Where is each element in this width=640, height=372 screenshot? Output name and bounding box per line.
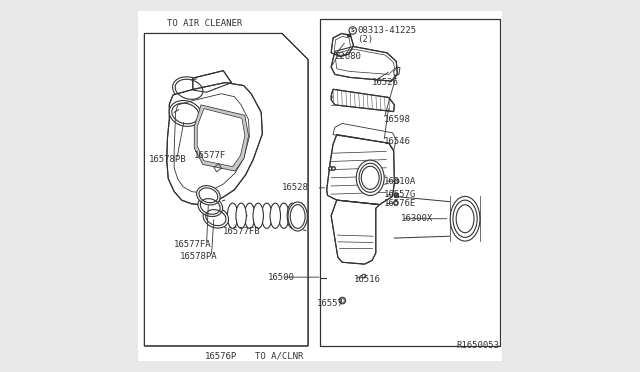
- Text: 16516: 16516: [353, 275, 380, 283]
- Text: 22680: 22680: [334, 52, 361, 61]
- Ellipse shape: [173, 77, 205, 102]
- Ellipse shape: [203, 207, 228, 228]
- Polygon shape: [320, 19, 500, 346]
- Ellipse shape: [196, 186, 220, 205]
- Polygon shape: [331, 89, 394, 112]
- Text: 16577F: 16577F: [193, 151, 226, 160]
- Circle shape: [349, 27, 356, 34]
- Polygon shape: [331, 200, 380, 264]
- Text: R1650053: R1650053: [456, 341, 499, 350]
- Ellipse shape: [356, 160, 384, 195]
- Text: 16557: 16557: [317, 299, 344, 308]
- Circle shape: [394, 201, 398, 205]
- Text: TO A/CLNR: TO A/CLNR: [255, 352, 303, 360]
- Text: 08313-41225: 08313-41225: [357, 26, 417, 35]
- Text: TO AIR CLEANER: TO AIR CLEANER: [168, 19, 243, 28]
- Circle shape: [394, 179, 399, 183]
- Text: 16578PA: 16578PA: [179, 252, 217, 261]
- Ellipse shape: [296, 203, 306, 228]
- Text: 16300X: 16300X: [401, 214, 433, 223]
- Text: 16576E: 16576E: [384, 199, 416, 208]
- Text: 16577FA: 16577FA: [174, 240, 212, 249]
- Text: 16577FB: 16577FB: [223, 227, 260, 236]
- Ellipse shape: [253, 203, 264, 228]
- Ellipse shape: [236, 203, 246, 228]
- Text: (2): (2): [357, 35, 373, 44]
- Ellipse shape: [287, 203, 298, 228]
- Polygon shape: [195, 105, 248, 171]
- Ellipse shape: [262, 203, 272, 228]
- Polygon shape: [331, 46, 397, 81]
- Ellipse shape: [169, 100, 202, 126]
- Polygon shape: [145, 33, 308, 346]
- Circle shape: [362, 274, 365, 278]
- Polygon shape: [331, 33, 353, 57]
- Ellipse shape: [227, 203, 238, 228]
- Ellipse shape: [278, 203, 289, 228]
- Text: 16310A: 16310A: [384, 177, 416, 186]
- Text: 16546: 16546: [384, 137, 411, 146]
- Text: S: S: [351, 28, 355, 33]
- Ellipse shape: [244, 203, 255, 228]
- Text: 16557G: 16557G: [384, 190, 416, 199]
- Polygon shape: [167, 83, 262, 205]
- Polygon shape: [138, 11, 502, 361]
- Ellipse shape: [198, 196, 223, 217]
- Text: 16578PB: 16578PB: [149, 155, 186, 164]
- Text: 16576P: 16576P: [205, 352, 237, 360]
- Text: 16528: 16528: [282, 183, 309, 192]
- Ellipse shape: [270, 203, 280, 228]
- Text: 16598: 16598: [384, 115, 411, 124]
- Text: 16526: 16526: [372, 78, 399, 87]
- Text: 16500: 16500: [268, 273, 295, 282]
- Circle shape: [339, 297, 346, 304]
- Polygon shape: [326, 135, 394, 205]
- Polygon shape: [197, 109, 245, 167]
- Circle shape: [341, 299, 344, 302]
- Ellipse shape: [288, 202, 307, 231]
- Bar: [394, 193, 398, 197]
- Ellipse shape: [450, 196, 480, 241]
- Polygon shape: [193, 71, 232, 92]
